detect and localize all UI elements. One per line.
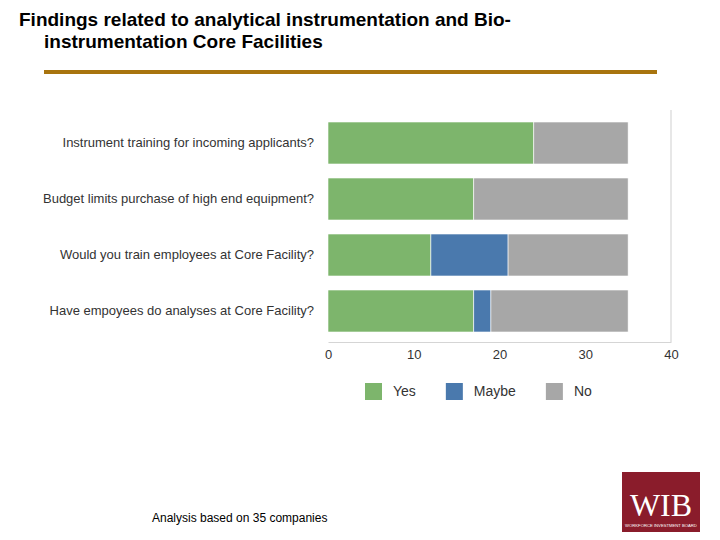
logo-text: WIB xyxy=(630,487,692,523)
bar xyxy=(328,234,431,276)
frame-line xyxy=(671,110,672,342)
legend: Yes Maybe No xyxy=(365,383,592,400)
title-line: instrumentation Core Facilities xyxy=(44,31,323,52)
bar xyxy=(508,234,628,276)
tick: 0 xyxy=(325,342,332,362)
category-label: Have empoyees do analyses at Core Facili… xyxy=(50,303,314,318)
legend-item: Maybe xyxy=(446,383,516,400)
tick-label: 20 xyxy=(493,347,507,362)
axis-line xyxy=(329,342,672,343)
bar xyxy=(534,122,628,164)
legend-label: No xyxy=(574,383,592,399)
legend-label: Maybe xyxy=(474,383,516,399)
tick: 30 xyxy=(579,342,593,362)
bar xyxy=(328,178,474,220)
logo-subtitle: WORKFORCE INVESTMENT BOARD xyxy=(625,523,697,528)
title-line: Findings related to analytical instrumen… xyxy=(19,9,511,30)
logo: WIBWORKFORCE INVESTMENT BOARD xyxy=(622,472,700,532)
legend-label: Yes xyxy=(393,383,416,399)
bar xyxy=(328,290,474,332)
tick-label: 40 xyxy=(664,347,678,362)
annotation: Analysis based on 35 companies xyxy=(152,511,327,525)
tick: 10 xyxy=(407,342,421,362)
legend-item: No xyxy=(546,383,592,400)
slide: Findings related to analytical instrumen… xyxy=(0,0,720,540)
legend-item: Yes xyxy=(365,383,416,400)
series xyxy=(474,122,628,332)
category-label: Instrument training for incoming applica… xyxy=(63,135,314,150)
tick-label: 0 xyxy=(325,347,332,362)
y-axis: Instrument training for incoming applica… xyxy=(43,135,328,318)
tick: Would you train employees at Core Facili… xyxy=(60,247,328,262)
logo-box xyxy=(622,472,700,532)
tick: 40 xyxy=(664,342,678,362)
plot-area xyxy=(328,122,628,332)
legend-swatch xyxy=(446,383,463,400)
category-label: Would you train employees at Core Facili… xyxy=(60,247,314,262)
category-label: Budget limits purchase of high end equip… xyxy=(43,191,314,206)
tick-label: 10 xyxy=(407,347,421,362)
tick: Have empoyees do analyses at Core Facili… xyxy=(50,303,328,318)
title-rule xyxy=(44,70,657,74)
bar xyxy=(431,234,508,276)
bar xyxy=(328,122,534,164)
legend-swatch xyxy=(365,383,382,400)
tick: 20 xyxy=(493,342,507,362)
tick: Instrument training for incoming applica… xyxy=(63,135,328,150)
title: Findings related to analytical instrumen… xyxy=(19,9,511,52)
bar xyxy=(491,290,628,332)
tick-label: 30 xyxy=(579,347,593,362)
tick: Budget limits purchase of high end equip… xyxy=(43,191,328,206)
bar xyxy=(474,290,491,332)
x-axis: 0 10 20 30 40 xyxy=(325,342,679,362)
bar xyxy=(474,178,628,220)
legend-swatch xyxy=(546,383,563,400)
